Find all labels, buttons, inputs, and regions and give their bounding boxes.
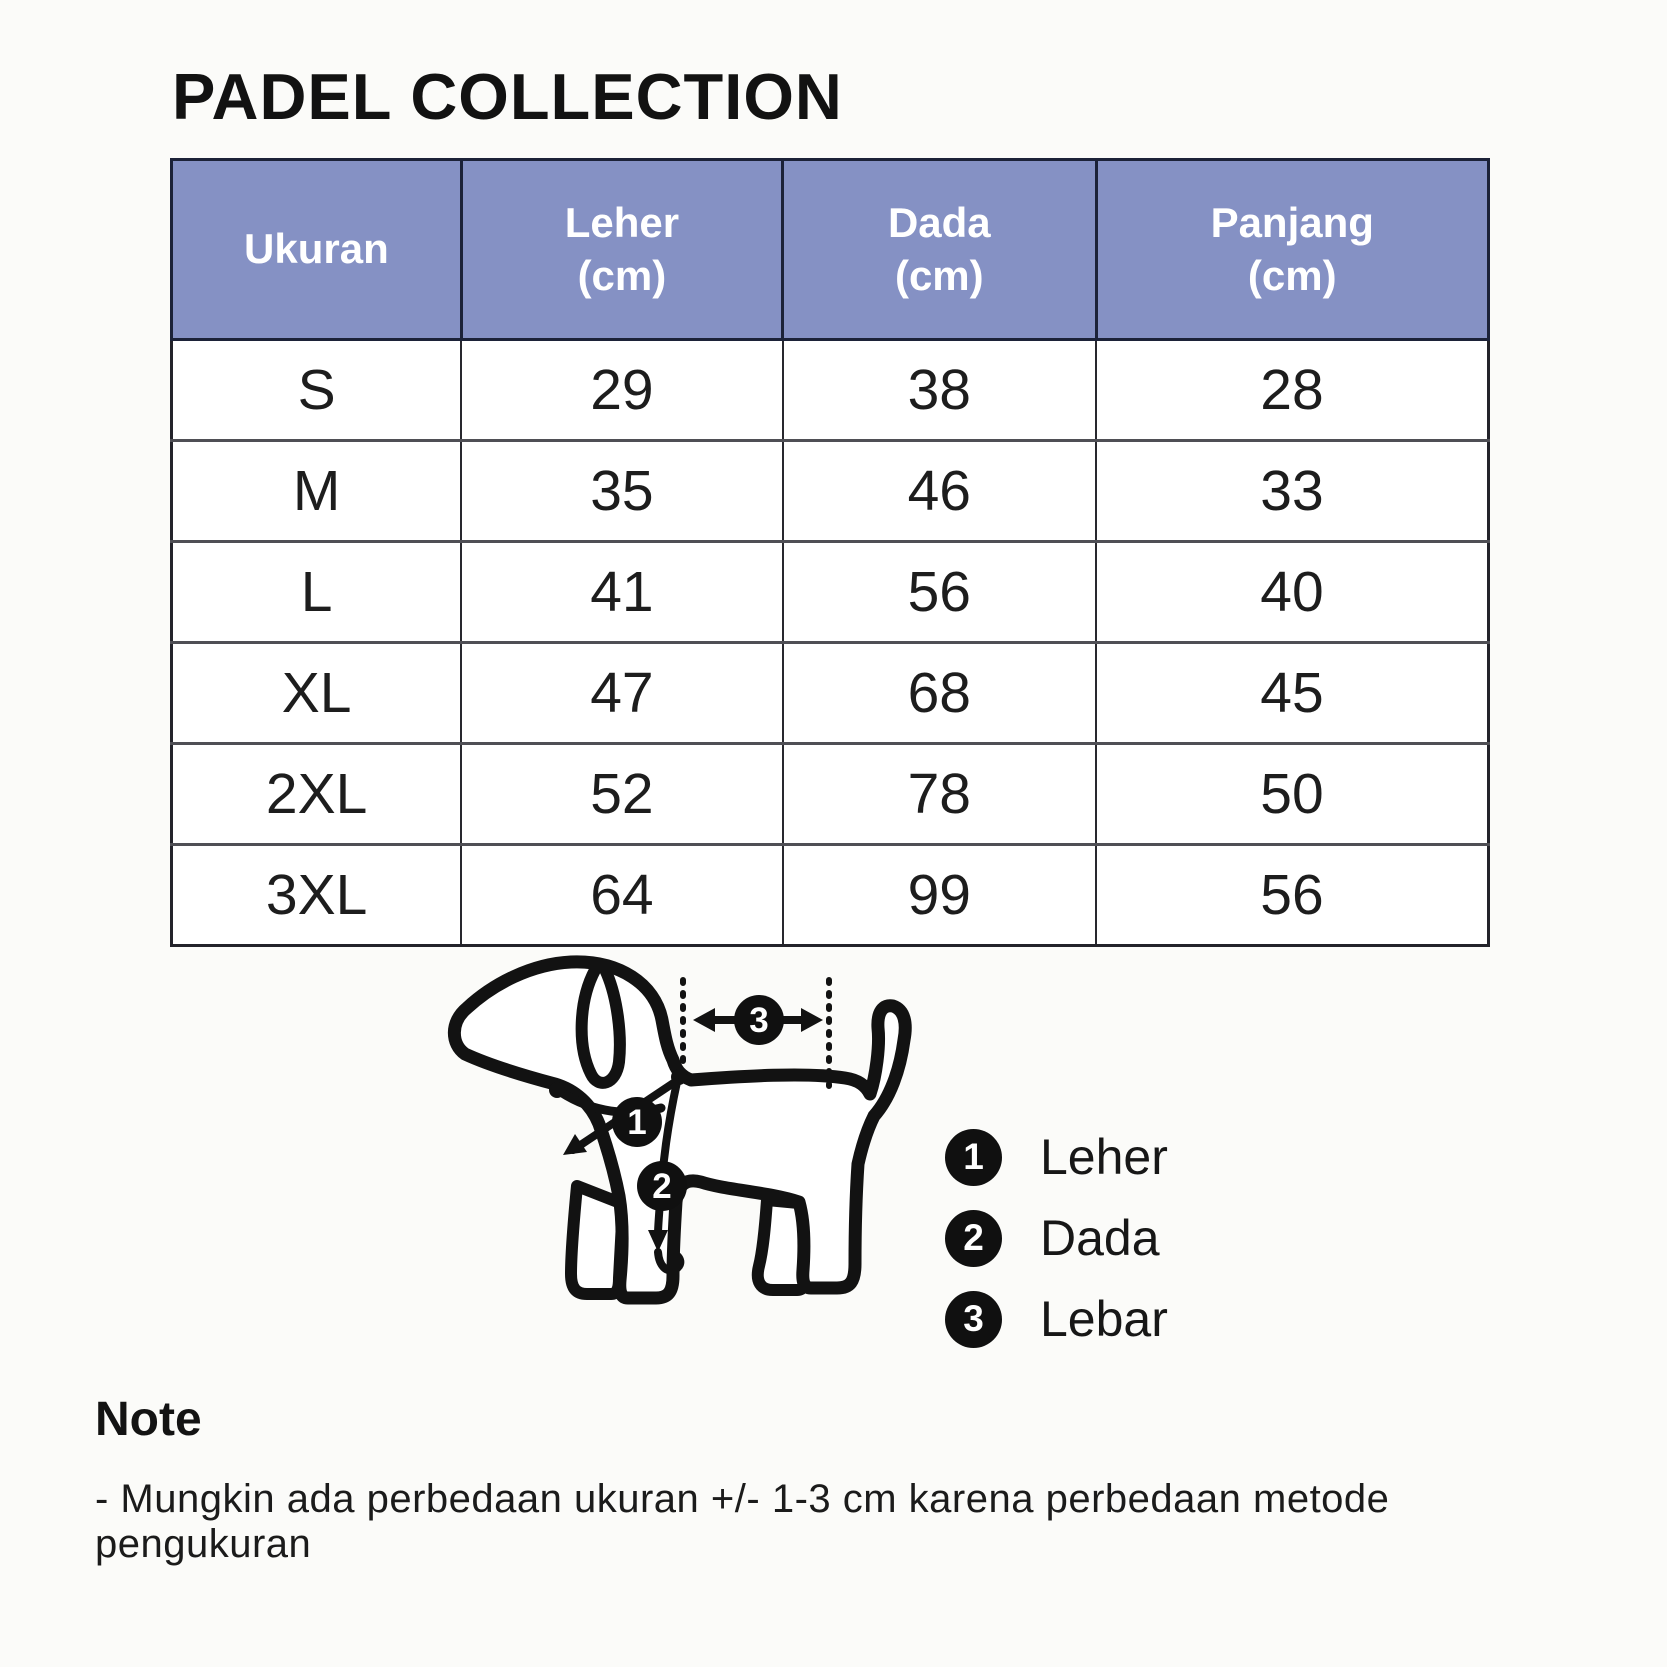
legend-item-dada: 2 Dada [945,1209,1168,1267]
cell-panjang: 50 [1095,742,1490,845]
cell-size: S [170,338,463,441]
header-label: Ukuran [244,225,389,273]
note-heading: Note [95,1393,202,1446]
cell-leher: 64 [460,843,784,946]
legend-label: Leher [1040,1129,1168,1185]
legend-item-leher: 1 Leher [945,1128,1168,1186]
cell-panjang: 40 [1095,540,1490,643]
cell-dada: 78 [781,742,1098,845]
cell-size: XL [170,641,463,744]
marker-3-number: 3 [749,1001,768,1040]
legend-number-3-icon: 3 [945,1290,1002,1348]
cell-dada: 46 [781,439,1098,542]
legend-number-2-icon: 2 [945,1209,1002,1267]
cell-size: 2XL [170,742,463,845]
length-arrowhead-right [801,1008,823,1032]
legend-label: Lebar [1040,1291,1168,1347]
size-row-xl: XL 47 68 45 [170,641,1490,744]
header-label: Panjang [1210,199,1374,246]
header-label: Leher [564,199,680,246]
dog-measurement-diagram-icon: 1 2 3 [447,955,912,1305]
cell-panjang: 45 [1095,641,1490,744]
belly-strap-loop [654,1248,685,1275]
header-label: Dada [887,199,991,246]
header-cell-leher: Leher (cm) [459,158,785,341]
marker-2-number: 2 [652,1167,671,1206]
length-arrowhead-left [693,1008,715,1032]
size-row-l: L 41 56 40 [170,540,1490,643]
legend-number-1-icon: 1 [945,1128,1002,1186]
marker-3-circle [734,995,784,1045]
dog-body-outline [447,955,912,1305]
header-unit: (cm) [577,251,667,299]
chest-arrowhead [648,1230,668,1252]
cell-leher: 35 [460,439,784,542]
cell-size: L [170,540,463,643]
header-cell-panjang: Panjang (cm) [1094,158,1491,341]
cell-dada: 68 [781,641,1098,744]
size-row-m: M 35 46 33 [170,439,1490,542]
header-unit: (cm) [894,251,984,299]
note-section: Note - Mungkin ada perbedaan ukuran +/- … [95,1392,1615,1567]
cell-size: M [170,439,463,542]
note-text: - Mungkin ada perbedaan ukuran +/- 1-3 c… [95,1477,1390,1566]
size-row-2xl: 2XL 52 78 50 [170,742,1490,845]
cell-leher: 29 [460,338,784,441]
page-title: PADEL COLLECTION [172,60,843,133]
marker-1-circle [612,1097,662,1147]
size-table: Ukuran Leher (cm) Dada (cm) Panjang (cm) [170,158,1491,947]
cell-panjang: 28 [1095,338,1490,441]
cell-panjang: 56 [1095,843,1490,946]
header-cell-dada: Dada (cm) [781,158,1098,341]
collar-knot [549,1082,565,1098]
cell-leher: 47 [460,641,784,744]
header-unit: (cm) [1247,251,1337,299]
cell-dada: 38 [781,338,1098,441]
dog-ear [575,958,626,1089]
legend-label: Dada [1040,1210,1160,1266]
cell-size: 3XL [170,843,463,946]
cell-leher: 52 [460,742,784,845]
legend-item-lebar: 3 Lebar [945,1290,1168,1348]
marker-2-circle [637,1161,687,1211]
cell-dada: 56 [781,540,1098,643]
neck-arrowhead [563,1134,587,1155]
cell-dada: 99 [781,843,1098,946]
cell-leher: 41 [460,540,784,643]
measurement-legend: 1 Leher 2 Dada 3 Lebar [945,1128,1168,1348]
header-cell-ukuran: Ukuran [170,158,463,341]
size-row-s: S 29 38 28 [170,338,1490,441]
table-header-row: Ukuran Leher (cm) Dada (cm) Panjang (cm) [170,158,1491,341]
cell-panjang: 33 [1095,439,1490,542]
marker-1-number: 1 [627,1103,646,1142]
size-row-3xl: 3XL 64 99 56 [170,843,1490,946]
